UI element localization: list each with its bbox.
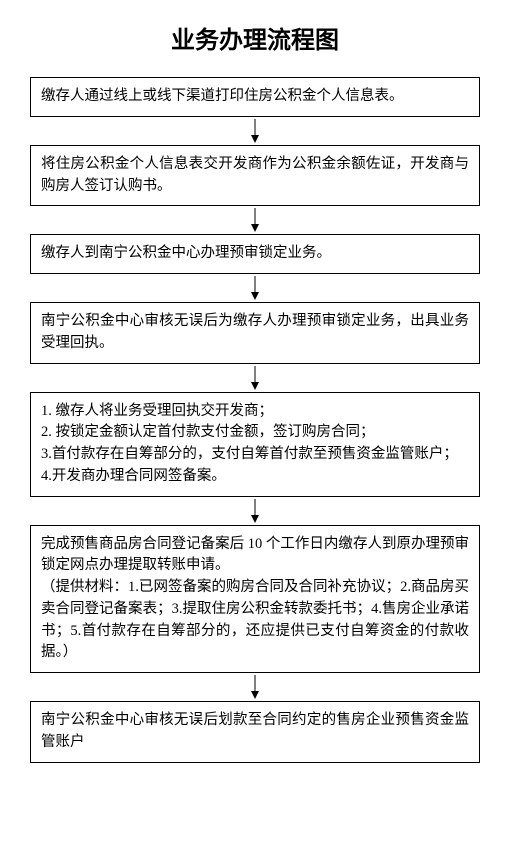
flow-node-7: 南宁公积金中心审核无误后划款至合同约定的售房企业预售资金监管账户 xyxy=(30,701,480,763)
flow-arrow xyxy=(30,206,480,234)
flow-node-3: 缴存人到南宁公积金中心办理预审锁定业务。 xyxy=(30,234,480,274)
flowchart-container: 业务办理流程图 缴存人通过线上或线下渠道打印住房公积金个人信息表。 将住房公积金… xyxy=(0,0,510,783)
flow-arrow xyxy=(30,117,480,145)
flow-node-text: 缴存人通过线上或线下渠道打印住房公积金个人信息表。 xyxy=(41,88,404,104)
flow-node-4: 南宁公积金中心审核无误后为缴存人办理预审锁定业务，出具业务受理回执。 xyxy=(30,302,480,364)
flow-node-text: 将住房公积金个人信息表交开发商作为公积金余额佐证，开发商与购房人签订认购书。 xyxy=(41,156,469,194)
arrow-down-icon xyxy=(249,675,261,699)
flow-node-text: 南宁公积金中心审核无误后划款至合同约定的售房企业预售资金监管账户 xyxy=(41,712,469,750)
flow-node-5: 1. 缴存人将业务受理回执交开发商； 2. 按锁定金额认定首付款支付金额，签订购… xyxy=(30,392,480,497)
flow-node-1: 缴存人通过线上或线下渠道打印住房公积金个人信息表。 xyxy=(30,77,480,117)
flow-node-2: 将住房公积金个人信息表交开发商作为公积金余额佐证，开发商与购房人签订认购书。 xyxy=(30,145,480,207)
flow-node-text: 完成预售商品房合同登记备案后 10 个工作日内缴存人到原办理预审锁定网点办理提取… xyxy=(41,536,469,661)
arrow-down-icon xyxy=(249,119,261,143)
flow-arrow xyxy=(30,364,480,392)
arrow-down-icon xyxy=(249,276,261,300)
arrow-down-icon xyxy=(249,366,261,390)
flow-node-6: 完成预售商品房合同登记备案后 10 个工作日内缴存人到原办理预审锁定网点办理提取… xyxy=(30,525,480,674)
flow-arrow xyxy=(30,274,480,302)
flow-node-text: 南宁公积金中心审核无误后为缴存人办理预审锁定业务，出具业务受理回执。 xyxy=(41,313,469,351)
flow-node-text: 1. 缴存人将业务受理回执交开发商； 2. 按锁定金额认定首付款支付金额，签订购… xyxy=(41,403,458,484)
arrow-down-icon xyxy=(249,499,261,523)
flowchart-title: 业务办理流程图 xyxy=(30,20,480,55)
arrow-down-icon xyxy=(249,208,261,232)
flow-node-text: 缴存人到南宁公积金中心办理预审锁定业务。 xyxy=(41,245,331,261)
flow-arrow xyxy=(30,673,480,701)
flow-arrow xyxy=(30,497,480,525)
